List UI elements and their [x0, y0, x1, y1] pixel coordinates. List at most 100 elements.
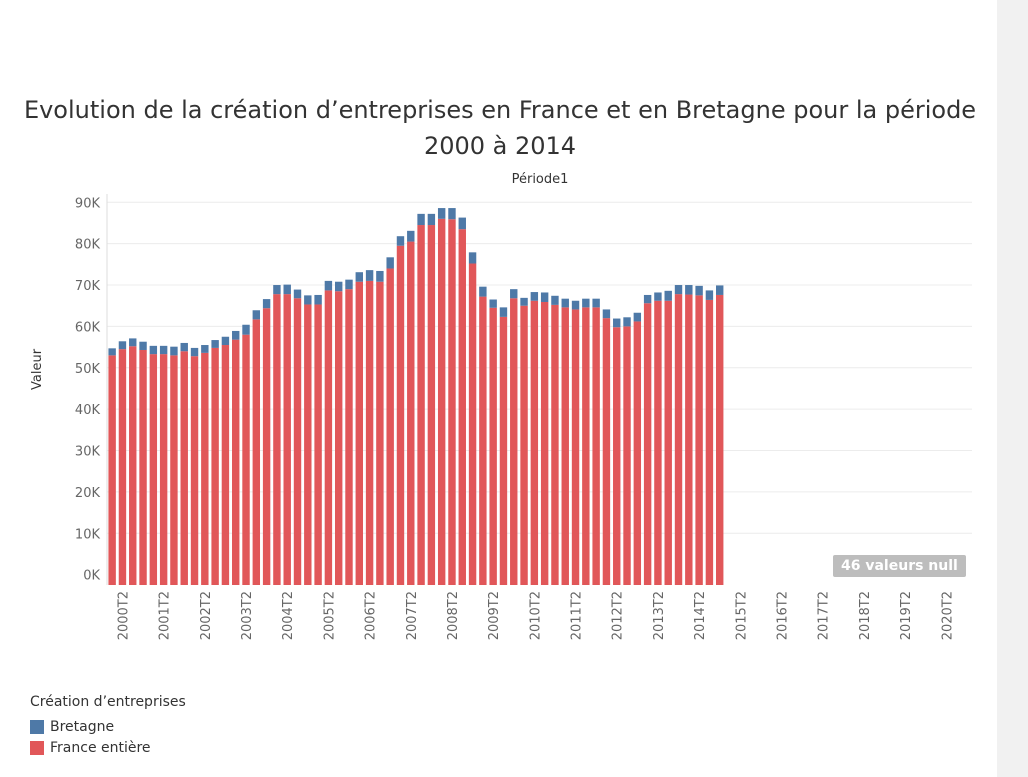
x-tick-label: 2012T2	[611, 591, 626, 640]
x-tick-label: 2015T2	[734, 591, 749, 640]
bar-france-2014T2	[695, 295, 703, 585]
bar-bretagne-2012T4	[633, 312, 642, 322]
bar-bretagne-2011T1	[561, 298, 569, 308]
legend-item-france[interactable]: France entière	[30, 737, 186, 758]
bar-france-2000T3	[129, 346, 137, 585]
x-tick-label: 2008T2	[446, 591, 461, 640]
bar-bretagne-2009T1	[479, 286, 487, 297]
bar-bretagne-2000T1	[108, 348, 116, 356]
bar-france-2009T1	[479, 296, 487, 585]
x-tick-label: 2003T2	[240, 591, 255, 640]
bar-france-2003T1	[232, 339, 240, 585]
x-tick-label: 2002T2	[199, 591, 214, 640]
bar-bretagne-2002T1	[190, 347, 199, 357]
x-tick-label: 2018T2	[858, 591, 873, 640]
y-tick-label: 40K	[75, 403, 101, 418]
legend-label: France entière	[50, 739, 151, 756]
bar-france-2012T3	[623, 326, 631, 585]
y-tick-label: 90K	[75, 196, 101, 211]
bar-france-2004T3	[293, 298, 302, 585]
bar-bretagne-2003T3	[252, 310, 261, 320]
bar-bretagne-2007T2	[407, 230, 415, 242]
bar-bretagne-2004T4	[304, 295, 312, 305]
bar-france-2005T3	[334, 291, 343, 585]
x-tick-label: 2009T2	[487, 591, 502, 640]
y-tick-label: 50K	[75, 362, 101, 377]
bar-france-2004T1	[273, 294, 281, 585]
null-values-badge[interactable]: 46 valeurs null	[833, 555, 966, 577]
bar-france-2001T2	[159, 354, 168, 585]
bar-france-2001T1	[149, 354, 158, 585]
side-panel-strip	[997, 0, 1028, 777]
bar-bretagne-2011T2	[571, 300, 580, 310]
bar-bretagne-2005T3	[334, 281, 343, 292]
bar-bretagne-2014T2	[695, 285, 703, 296]
bar-france-2000T1	[108, 355, 116, 585]
bar-france-2011T3	[582, 307, 590, 585]
x-tick-label: 2013T2	[652, 591, 667, 640]
bar-bretagne-2010T2	[530, 292, 539, 301]
bar-bretagne-2013T2	[654, 292, 662, 301]
bar-france-2007T3	[417, 225, 425, 586]
column-header: Période1	[511, 172, 569, 187]
bar-france-2001T4	[180, 351, 188, 585]
bar-france-2005T1	[314, 304, 322, 585]
bar-bretagne-2010T4	[551, 295, 559, 305]
x-tick-label: 2011T2	[570, 591, 585, 640]
bar-france-2001T3	[170, 355, 178, 585]
bar-bretagne-2004T2	[283, 284, 291, 295]
bar-france-2014T4	[716, 294, 724, 585]
bar-france-2006T2	[365, 280, 374, 585]
bar-bretagne-2008T4	[468, 252, 477, 264]
x-tick-label: 2020T2	[940, 591, 955, 640]
bar-france-2013T2	[654, 300, 662, 585]
y-tick-label: 80K	[75, 238, 101, 253]
bar-france-2007T4	[427, 225, 436, 586]
bar-bretagne-2006T1	[355, 272, 363, 282]
x-tick-label: 2001T2	[158, 591, 173, 640]
bar-bretagne-2013T3	[664, 290, 672, 301]
bar-france-2006T1	[355, 281, 363, 585]
bar-bretagne-2012T1	[602, 309, 611, 319]
x-tick-label: 2016T2	[775, 591, 790, 640]
y-tick-label: 10K	[75, 527, 101, 542]
bar-bretagne-2007T4	[427, 213, 436, 226]
bar-bretagne-2006T4	[386, 257, 394, 269]
bar-bretagne-2006T3	[376, 270, 384, 282]
legend-item-bretagne[interactable]: Bretagne	[30, 716, 186, 737]
bar-bretagne-2007T1	[396, 236, 405, 246]
y-tick-label: 20K	[75, 486, 101, 501]
bar-france-2012T1	[602, 318, 611, 585]
bar-france-2008T1	[437, 218, 446, 586]
bar-france-2003T4	[262, 308, 271, 585]
y-tick-label: 30K	[75, 445, 101, 460]
bar-france-2002T2	[201, 352, 209, 585]
bar-france-2011T1	[561, 307, 569, 585]
bar-bretagne-2014T4	[716, 285, 724, 295]
bar-france-2014T3	[705, 299, 714, 585]
bar-bretagne-2010T1	[520, 297, 528, 306]
bar-france-2012T2	[613, 327, 621, 585]
y-tick-label: 70K	[75, 279, 101, 294]
bar-france-2013T3	[664, 300, 672, 585]
bar-france-2003T2	[242, 334, 250, 585]
bar-bretagne-2010T3	[540, 292, 549, 302]
bar-bretagne-2002T3	[211, 340, 219, 348]
x-tick-label: 2014T2	[693, 591, 708, 640]
bar-france-2013T1	[643, 303, 652, 585]
bar-france-2008T2	[448, 219, 456, 586]
bar-bretagne-2005T1	[314, 294, 322, 305]
bar-france-2003T3	[252, 319, 261, 585]
x-tick-label: 2000T2	[116, 591, 131, 640]
legend-swatch	[30, 719, 44, 734]
y-tick-label: 60K	[75, 320, 101, 335]
bar-bretagne-2012T2	[613, 318, 621, 328]
bar-bretagne-2001T3	[170, 346, 178, 356]
bar-bretagne-2004T3	[293, 289, 302, 299]
x-tick-label: 2017T2	[817, 591, 832, 640]
bar-bretagne-2000T2	[118, 341, 127, 350]
bar-bretagne-2003T1	[232, 330, 240, 340]
bar-bretagne-2003T4	[262, 299, 271, 309]
bar-france-2010T1	[520, 305, 528, 585]
